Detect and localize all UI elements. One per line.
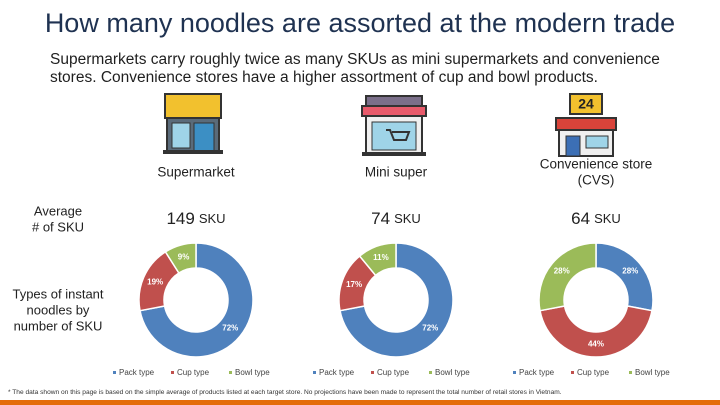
row-label: noodles by (27, 302, 90, 317)
donut-segment (358, 242, 397, 277)
mini-super-icon (361, 95, 427, 156)
value-label: 11% (373, 253, 389, 262)
row-label: # of SKU (32, 219, 84, 234)
supermarket-icon (163, 93, 223, 154)
donut-segment (139, 242, 254, 358)
store-name: (CVS) (578, 173, 615, 188)
cvs-icon: 24 (555, 93, 617, 157)
sku-unit: SKU (199, 211, 226, 226)
sku-unit: SKU (594, 211, 621, 226)
row-label: Average (34, 203, 82, 218)
legend-label: Bowl type (635, 368, 670, 377)
row-label: number of SKU (14, 318, 103, 333)
legend-swatch (629, 371, 632, 374)
legend-swatch (513, 371, 516, 374)
legend-label: Cup type (177, 368, 210, 377)
slide-title: How many noodles are assorted at the mod… (45, 8, 675, 38)
sku-count: 64 SKU (571, 209, 621, 228)
legend-swatch (229, 371, 232, 374)
legend-label: Pack type (119, 368, 155, 377)
legend-label: Cup type (577, 368, 610, 377)
legend-swatch (171, 371, 174, 374)
donut-segment (164, 242, 197, 275)
donut-segment (339, 242, 454, 358)
value-label: 28% (554, 267, 570, 276)
store-name: Supermarket (157, 165, 235, 180)
bottom-bar (0, 400, 720, 405)
store-name: Mini super (365, 165, 428, 180)
store-name: Convenience store (540, 157, 653, 172)
subtitle-line: Supermarkets carry roughly twice as many… (50, 51, 660, 68)
value-label: 72% (422, 323, 438, 332)
donut-segment (539, 305, 653, 358)
donut-segment (595, 242, 654, 312)
legend-label: Bowl type (435, 368, 470, 377)
legend-swatch (313, 371, 316, 374)
legend-swatch (571, 371, 574, 374)
sku-number: 149 (166, 209, 194, 228)
legend-label: Cup type (377, 368, 410, 377)
value-label: 28% (622, 267, 638, 276)
legend-label: Bowl type (235, 368, 270, 377)
value-label: 44% (588, 340, 604, 349)
footnote: * The data shown on this page is based o… (8, 389, 562, 396)
value-label: 72% (222, 323, 238, 332)
subtitle-line: stores. Convenience stores have a higher… (50, 69, 598, 86)
legend-swatch (429, 371, 432, 374)
sku-number: 64 (571, 209, 590, 228)
sku-count: 74 SKU (371, 209, 421, 228)
legend-swatch (113, 371, 116, 374)
legend-label: Pack type (519, 368, 555, 377)
sku-number: 74 (371, 209, 390, 228)
row-label: Types of instant (12, 286, 103, 301)
value-label: 19% (147, 277, 163, 286)
value-label: 17% (346, 280, 362, 289)
sku-count: 149 SKU (166, 209, 225, 228)
legend-label: Pack type (319, 368, 355, 377)
sku-unit: SKU (394, 211, 421, 226)
value-label: 9% (178, 252, 190, 261)
legend-swatch (371, 371, 374, 374)
donut-segment (538, 242, 597, 312)
icon-text: 24 (578, 96, 594, 112)
